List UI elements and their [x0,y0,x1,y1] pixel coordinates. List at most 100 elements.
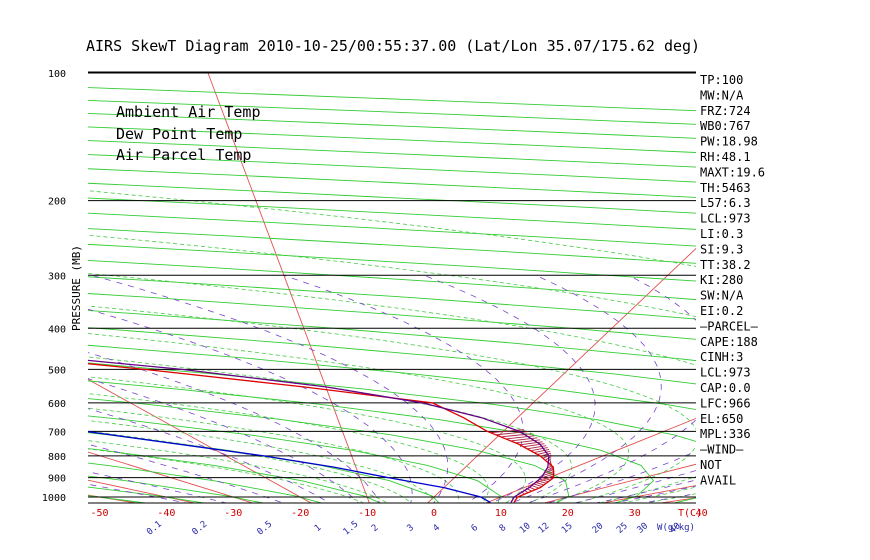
side-panel-entry: EL:650 [700,412,743,426]
pressure-tick-label: 500 [48,365,66,376]
side-panel-entry: KI:280 [700,273,743,287]
cape-hatch [511,437,538,442]
mixing-ratio-tick-label: 3 [405,523,416,534]
bottom-temp-tick-label: 30 [629,508,641,519]
mixing-ratio-line [88,308,413,503]
dry-adiabat [88,475,266,503]
mixing-ratio-line [526,274,696,503]
temp-unit-label: T(C) [678,508,702,519]
isotherm [0,54,46,512]
mixing-ratio-tick-label: 4 [432,523,443,534]
mixing-ratio-tick-label: 1.5 [342,519,361,537]
side-panel-entry: PW:18.98 [700,135,758,149]
cape-hatch [506,435,535,440]
isobar-lines [88,71,696,504]
mixing-ratio-tick-label: 12 [537,521,552,536]
bottom-temp-tick-label: -20 [291,508,309,519]
side-panel-entry: MAXT:19.6 [700,165,765,179]
mixing-ratio-tick-label: 8 [498,523,509,534]
cape-hatch [543,473,555,478]
cape-hatch [519,441,543,446]
bottom-temp-tick-label: 10 [495,508,507,519]
cape-hatch [537,450,551,455]
dry-adiabat [88,486,208,503]
pressure-tick-label: 600 [48,399,66,410]
side-panel-entry: SI:9.3 [700,242,743,256]
mixing-ratio-tick-label: 0.5 [255,519,274,537]
bottom-temp-tick-label: 0 [431,508,437,519]
dry-adiabat [88,380,655,503]
isotherm [88,494,139,503]
mixing-ratio-tick-label: 6 [470,523,481,534]
cape-hatch [540,452,552,457]
y-axis-label: PRESSURE (MB) [70,245,83,331]
side-panel-entry: L57:6.3 [700,196,751,210]
mixing-ratio-tick-label: 25 [615,521,630,536]
cape-hatch [538,478,549,483]
side-panel-entry: MW:N/A [700,88,744,102]
mixing-ratio-tick-label: 30 [635,521,650,536]
isotherm [88,378,312,503]
cape-hatch [496,431,528,436]
moist-adiabat [88,234,696,503]
legend-dew-point-temp: Dew Point Temp [116,125,242,143]
dry-adiabat [88,259,696,301]
side-panel-entry: AVAIL [700,473,736,487]
mixing-ratio-line [546,450,696,503]
side-panel-entry: LCL:973 [700,366,751,380]
side-panel-entry: WB0:767 [700,119,751,133]
bottom-temp-tick-label: -30 [224,508,242,519]
isotherm [88,479,197,503]
cape-hatch [542,475,553,480]
side-panel-entry: MPL:336 [700,427,751,441]
dry-adiabat [88,398,570,503]
mixing-ratio-tick-label: 0.1 [145,519,164,537]
dry-adiabat [88,113,696,139]
mixing-ratio-tick-label: 1 [313,523,324,534]
side-panel-entry: —PARCEL— [700,319,759,333]
pressure-tick-label: 900 [48,474,66,485]
side-panel-entry: SW:N/A [700,289,744,303]
isotherm [652,54,870,512]
mixing-ratio-line [88,352,381,503]
cape-hatch [549,460,552,464]
moist-adiabat [88,407,460,503]
side-panel-entry: LFC:966 [700,396,751,410]
isotherm [88,451,255,503]
cape-hatch [545,471,555,476]
mixing-ratio-tick-label: 15 [560,521,575,536]
mixing-ratio-tick-label: 0.2 [191,519,210,537]
side-panel-entry: CAPE:188 [700,335,758,349]
dry-adiabat [88,432,440,503]
mixing-ratio-line [92,274,449,503]
pressure-tick-label: 400 [48,324,66,335]
cape-hatch [543,454,552,459]
dry-adiabat [88,362,696,503]
bottom-temp-tick-label: 20 [562,508,574,519]
isotherm [207,72,370,503]
mixing-ratio-line [510,274,662,503]
side-panel-entry: TH:5463 [700,181,751,195]
side-panel-entry: NOT [700,458,722,472]
chart-title: AIRS SkewT Diagram 2010-10-25/00:55:37.0… [86,37,700,55]
mixing-ratio-line [88,443,285,503]
mixing-ratio-tick-label: 20 [591,521,606,536]
bottom-temp-tick-label: -10 [358,508,376,519]
bottom-temp-tick-label: -50 [90,508,108,519]
cape-hatch [534,448,550,453]
legend: Ambient Air Temp Dew Point Temp Air Parc… [116,103,261,164]
cape-hatch [490,429,524,434]
mixing-ratio-line [424,274,596,503]
cape-hatch [540,476,551,481]
cape-hatch [531,447,548,451]
moist-adiabat [88,333,630,503]
thermodynamic-grid [0,54,870,512]
legend-air-parcel-temp: Air Parcel Temp [116,146,251,164]
mixing-ratio-unit-label: W(g/kg) [657,523,695,533]
side-panel-entry: LCL:973 [700,212,751,226]
moist-adiabat [88,356,573,503]
cape-hatch [527,445,547,450]
mixing-ratio-tick-label: 10 [518,521,533,536]
